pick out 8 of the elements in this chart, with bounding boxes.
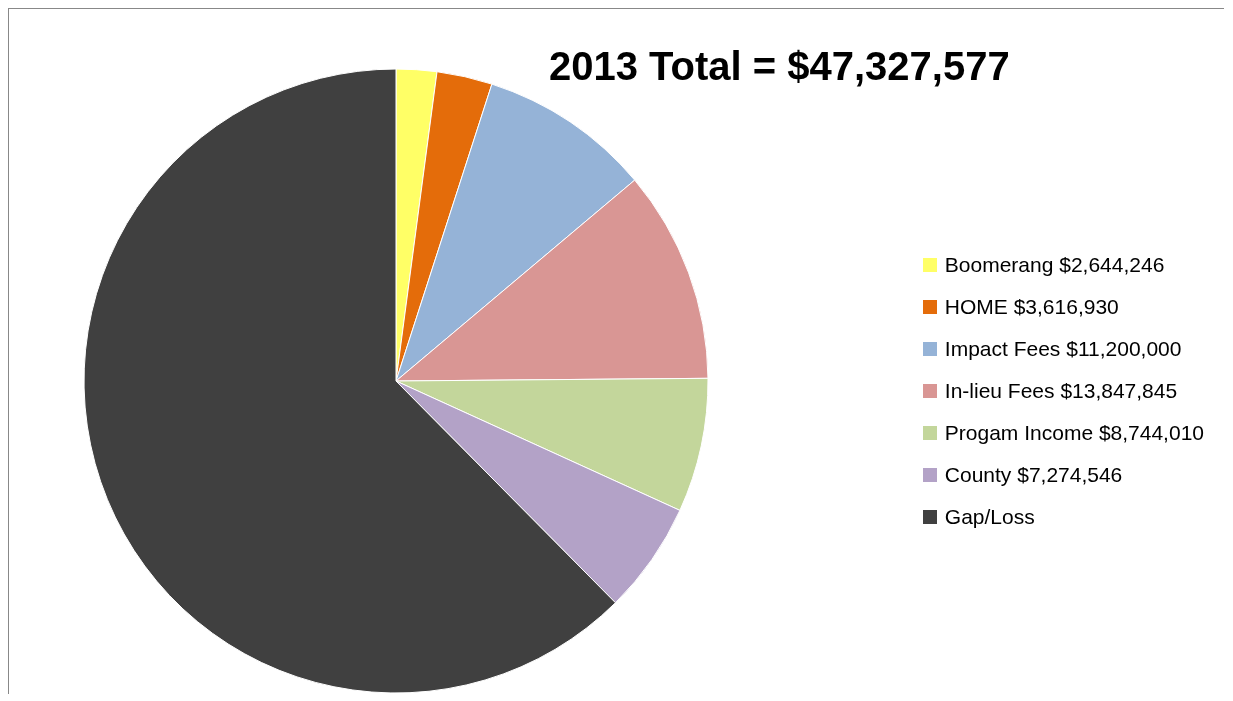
chart-title: 2013 Total = $47,327,577	[549, 44, 1010, 89]
legend-label: In-lieu Fees $13,847,845	[944, 378, 1178, 404]
legend-label: HOME $3,616,930	[944, 294, 1119, 320]
legend-label: Progam Income $8,744,010	[944, 420, 1204, 446]
legend-label: Impact Fees $11,200,000	[944, 336, 1182, 362]
legend-label: County $7,274,546	[944, 462, 1123, 488]
legend-label: Gap/Loss	[944, 504, 1035, 530]
legend-label: Boomerang $2,644,246	[944, 252, 1165, 278]
